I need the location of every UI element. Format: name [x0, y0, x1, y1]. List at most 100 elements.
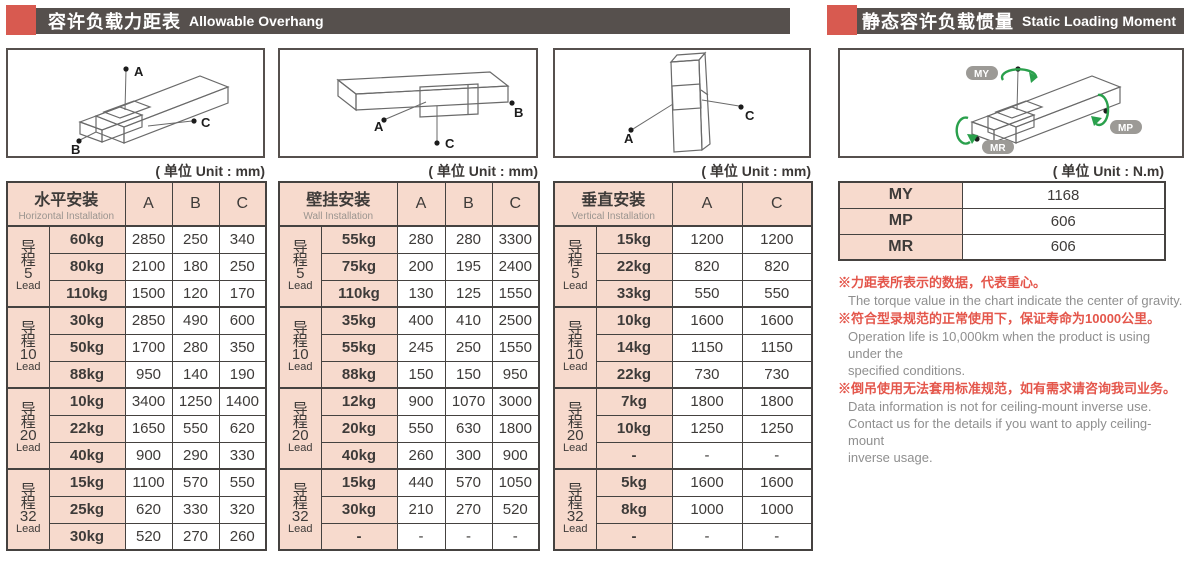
value-cell: 950: [491, 360, 540, 389]
note-en-line: The torque value in the chart indicate t…: [848, 293, 1183, 308]
load-cell: 10kg: [595, 306, 673, 335]
value-cell: -: [741, 522, 813, 551]
note-en-line: specified conditions.: [848, 363, 966, 378]
table-row: 88kg 150 150 950: [279, 360, 540, 389]
load-cell: 22kg: [48, 414, 126, 443]
value-cell: 950: [124, 360, 173, 389]
value-cell: 1600: [741, 306, 813, 335]
load-cell: 25kg: [48, 495, 126, 524]
value-cell: 350: [218, 333, 267, 362]
value-cell: 130: [396, 279, 446, 308]
column-header-c: C: [218, 181, 267, 227]
table-row: 40kg 260 300 900: [279, 441, 540, 470]
load-cell: 7kg: [595, 387, 673, 416]
value-cell: 150: [444, 360, 493, 389]
value-cell: 210: [396, 495, 446, 524]
table-row: 导程 32 Lead 15kg 440 570 1050: [278, 468, 540, 551]
table-row: 33kg 550 550: [554, 279, 813, 308]
section-header-allowable-overhang: 容许负载力距表 Allowable Overhang: [16, 8, 790, 34]
value-cell: -: [671, 522, 743, 551]
load-cell: 55kg: [320, 225, 398, 254]
table-row: 25kg 620 330 320: [7, 495, 267, 524]
value-cell: 1600: [741, 468, 813, 497]
value-cell: 280: [171, 333, 220, 362]
table-row: 导程 5 Lead 15kg 1200 1200: [553, 225, 813, 308]
static-loading-moment-section: MY MP MR ( 单位 Unit : N.m) MY 1168 MP 606 MR 6…: [838, 48, 1184, 466]
table-row: 导程 32 Lead 5kg 1600 1600: [553, 468, 813, 551]
static-loading-moment-table: MY 1168 MP 606 MR 606: [838, 181, 1166, 261]
value-cell: 200: [396, 252, 446, 281]
load-cell: 15kg: [595, 225, 673, 254]
lead-group-cell: 导程 10 Lead: [6, 306, 50, 389]
load-cell: 80kg: [48, 252, 126, 281]
value-cell: 400: [396, 306, 446, 335]
rail-side-drawing: A C B: [336, 71, 523, 151]
value-cell: 330: [218, 441, 267, 470]
header-title-en: Allowable Overhang: [189, 13, 324, 29]
value-cell: 125: [444, 279, 493, 308]
lead-group-cell: 导程 5 Lead: [6, 225, 50, 308]
point-b-label: B: [514, 105, 523, 120]
lead-group-cell: 导程 5 Lead: [278, 225, 322, 308]
table-row: 75kg 200 195 2400: [279, 252, 540, 281]
load-cell: 50kg: [48, 333, 126, 362]
value-cell: 1700: [124, 333, 173, 362]
load-cell: 15kg: [320, 468, 398, 497]
value-cell: 280: [444, 225, 493, 254]
section-header-static-loading-moment: 静态容许负载惯量 Static Loading Moment: [838, 8, 1184, 34]
value-cell: 1600: [671, 468, 743, 497]
moment-label-cell: MY: [838, 181, 963, 209]
value-cell: 1070: [444, 387, 493, 416]
value-cell: 900: [396, 387, 446, 416]
value-cell: 1600: [671, 306, 743, 335]
table-row: 导程 10 Lead 10kg 1600 1600: [553, 306, 813, 389]
value-cell: 3300: [491, 225, 540, 254]
value-cell: 170: [218, 279, 267, 308]
value-cell: 1000: [741, 495, 813, 524]
unit-label-mm: ( 单位 Unit : mm): [701, 163, 811, 179]
value-cell: 550: [671, 279, 743, 308]
accent-square-left: [6, 5, 36, 35]
load-cell: 20kg: [320, 414, 398, 443]
value-cell: 600: [218, 306, 267, 335]
lead-group-cell: 导程 20 Lead: [553, 387, 597, 470]
value-cell: 250: [218, 252, 267, 281]
footnotes: ※力距表所表示的数据，代表重心。 The torque value in the …: [838, 273, 1184, 466]
table-row: ---: [554, 522, 813, 551]
value-cell: 1200: [671, 225, 743, 254]
table-row: 50kg 1700 280 350: [7, 333, 267, 362]
table-row: 110kg 130 125 1550: [279, 279, 540, 308]
value-cell: 260: [396, 441, 446, 470]
moment-row: MP 606: [838, 207, 1166, 235]
moment-axes-diagram: MY MP MR: [838, 48, 1184, 158]
header-title-en: Static Loading Moment: [1022, 13, 1176, 29]
lead-group-cell: 导程 10 Lead: [278, 306, 322, 389]
load-cell: 8kg: [595, 495, 673, 524]
table-title-zh: 水平安装: [34, 192, 99, 209]
table-row: 导程 20 Lead 10kg 3400 1250 1400: [6, 387, 267, 470]
value-cell: 140: [171, 360, 220, 389]
table-title-en: Horizontal Installation: [18, 211, 115, 222]
value-cell: 1550: [491, 279, 540, 308]
load-cell: 35kg: [320, 306, 398, 335]
load-cell: 12kg: [320, 387, 398, 416]
table-row: 14kg 1150 1150: [554, 333, 813, 362]
point-a-label: A: [624, 131, 634, 146]
moment-label-cell: MR: [838, 233, 963, 261]
value-cell: 1400: [218, 387, 267, 416]
value-cell: -: [741, 441, 813, 470]
column-header-b: B: [444, 181, 493, 227]
my-badge: [966, 66, 998, 80]
value-cell: -: [444, 522, 493, 551]
table-row: 8kg 1000 1000: [554, 495, 813, 524]
value-cell: 340: [218, 225, 267, 254]
load-cell: 110kg: [320, 279, 398, 308]
value-cell: 270: [171, 522, 220, 551]
accent-square-right: [827, 5, 857, 35]
rail-isometric-drawing: A B C: [71, 64, 230, 156]
point-a-label: A: [374, 119, 384, 134]
value-cell: 1800: [671, 387, 743, 416]
table-row: 22kg 1650 550 620: [7, 414, 267, 443]
value-cell: 270: [444, 495, 493, 524]
table-row: 导程 5 Lead 60kg 2850 250 340: [6, 225, 267, 308]
